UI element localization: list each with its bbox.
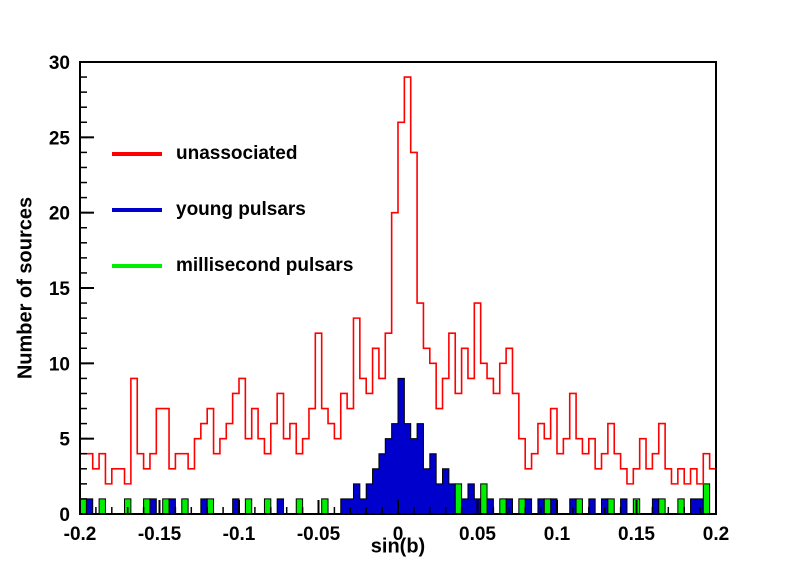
legend-swatch-young-pulsars: [112, 207, 162, 212]
y-tick-label: 25: [49, 128, 71, 149]
y-tick-label: 20: [49, 204, 70, 225]
legend-label-young-pulsars: young pulsars: [176, 199, 306, 220]
legend-item-unassociated: unassociated: [112, 142, 353, 165]
y-tick-label: 15: [49, 279, 71, 300]
x-tick-label: 0.1: [544, 524, 571, 545]
x-tick-label: 0.2: [703, 524, 729, 545]
legend-label-unassociated: unassociated: [176, 143, 298, 164]
legend-swatch-millisecond-pulsars: [112, 263, 162, 268]
legend-item-millisecond-pulsars: millisecond pulsars: [112, 254, 353, 277]
legend: unassociated young pulsars millisecond p…: [112, 142, 353, 277]
x-tick-label: -0.1: [223, 524, 256, 545]
plot-frame: [79, 61, 717, 515]
x-tick-label: 0.15: [618, 524, 655, 545]
y-tick-label: 5: [59, 430, 70, 451]
x-tick-label: -0.15: [138, 524, 182, 545]
y-axis-title: Number of sources: [14, 196, 37, 380]
x-tick-label: 0.05: [459, 524, 496, 545]
x-tick-label: 0: [393, 524, 404, 545]
x-tick-label: -0.05: [297, 524, 341, 545]
y-tick-label: 30: [49, 53, 70, 74]
series-young-pulsars: [80, 377, 716, 515]
legend-item-young-pulsars: young pulsars: [112, 198, 353, 221]
y-tick-label: 0: [59, 505, 70, 526]
y-tick-label: 10: [49, 354, 70, 375]
legend-swatch-unassociated: [112, 151, 162, 156]
series-unassociated: [80, 76, 716, 485]
x-tick-label: -0.2: [64, 524, 97, 545]
x-axis-title: sin(b): [370, 535, 426, 558]
legend-label-millisecond-pulsars: millisecond pulsars: [176, 255, 354, 276]
